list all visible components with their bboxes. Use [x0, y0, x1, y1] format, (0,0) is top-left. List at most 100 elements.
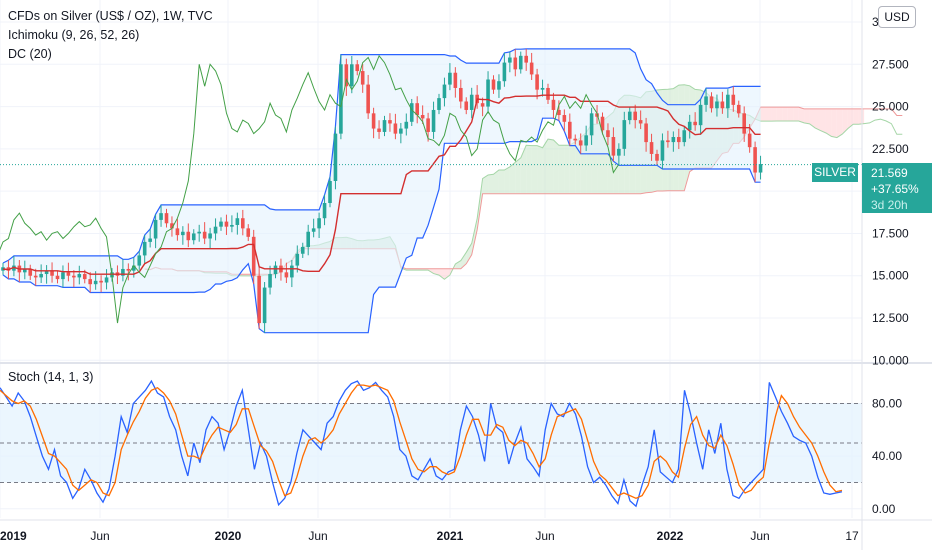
stoch-tick-label-0: 0.00 — [872, 502, 896, 516]
candle-body-11 — [61, 272, 65, 280]
cloud-segment-59 — [466, 243, 472, 264]
cloud-segment-55 — [444, 268, 450, 280]
candle-body-63 — [344, 64, 349, 87]
indicator-lines — [0, 54, 862, 324]
y-tick-label-1: 12.500 — [872, 311, 909, 325]
candle-body-67 — [366, 84, 370, 114]
candle-body-38 — [208, 233, 212, 239]
y-tick-label-6: 25.000 — [872, 100, 909, 114]
cloud-segment-127 — [836, 108, 843, 138]
donchian-lower — [2, 117, 761, 334]
candle-body-53 — [290, 265, 294, 278]
candle-body-6 — [33, 275, 38, 278]
legend-ichimoku: Ichimoku (9, 26, 52, 26) — [8, 28, 140, 42]
candle-body-110 — [600, 116, 605, 131]
cloud-segment-124 — [820, 108, 826, 134]
currency-button[interactable]: USD — [878, 6, 916, 28]
candle-body-45 — [246, 228, 251, 237]
candle-body-94 — [513, 57, 518, 70]
candle-body-102 — [557, 109, 561, 116]
candle-body-56 — [306, 231, 310, 247]
candle-body-76 — [415, 103, 419, 116]
candle-body-77 — [420, 115, 425, 119]
candle-body-71 — [388, 120, 392, 124]
cloud-segment-67 — [509, 162, 516, 194]
candle-body-47 — [257, 275, 261, 324]
candle-body-35 — [191, 233, 196, 241]
cloud-segment-116 — [776, 107, 783, 122]
candle-body-15 — [82, 274, 87, 280]
candle-body-139 — [758, 164, 763, 173]
stoch-tick-label-2: 80.00 — [872, 396, 902, 410]
candle-body-129 — [704, 96, 708, 105]
candle-body-112 — [611, 137, 616, 156]
candle-body-24 — [132, 265, 136, 271]
candle-body-37 — [202, 231, 207, 239]
stochastic-pane — [0, 379, 862, 508]
candle-body-96 — [524, 55, 528, 63]
candle-body-39 — [213, 226, 218, 234]
candle-body-70 — [382, 120, 387, 132]
candle-body-31 — [170, 223, 174, 229]
candle-body-64 — [350, 64, 354, 87]
stoch-legend: Stoch (14, 1, 3) — [8, 368, 93, 387]
candle-body-91 — [497, 81, 501, 90]
candle-body-68 — [371, 113, 376, 129]
cloud-segment-62 — [482, 174, 489, 194]
candle-body-130 — [709, 96, 714, 109]
candle-body-98 — [535, 74, 539, 90]
candle-body-126 — [687, 121, 692, 131]
cloud-segment-54 — [439, 268, 445, 280]
candle-body-97 — [529, 62, 534, 75]
cloud-segment-131 — [858, 108, 865, 125]
candle-body-42 — [230, 224, 234, 227]
candle-body-22 — [121, 268, 125, 276]
candle-body-0 — [1, 267, 5, 271]
stoch-tick-label-1: 40.00 — [872, 449, 902, 463]
candle-body-52 — [284, 272, 289, 278]
candle-body-88 — [480, 103, 485, 107]
candle-body-117 — [638, 120, 643, 124]
cloud-segment-69 — [520, 145, 527, 194]
cloud-segment-123 — [815, 108, 821, 131]
candle-body-49 — [268, 274, 272, 288]
candle-body-100 — [546, 87, 550, 100]
candle-body-19 — [104, 277, 109, 283]
candle-body-85 — [464, 101, 469, 110]
candle-body-75 — [409, 103, 414, 122]
cloud-segment-71 — [531, 145, 538, 194]
candle-body-82 — [448, 72, 452, 85]
candle-body-131 — [715, 101, 719, 109]
candle-body-10 — [55, 275, 60, 280]
candle-body-28 — [153, 219, 158, 239]
cloud-segment-126 — [831, 108, 837, 138]
candle-body-111 — [606, 130, 610, 138]
x-tick-label-6: 2022 — [657, 529, 684, 543]
candle-body-95 — [518, 55, 523, 70]
cloud-segment-120 — [798, 107, 805, 123]
candle-body-114 — [622, 120, 627, 149]
candle-body-65 — [355, 64, 360, 72]
y-tick-label-0: 10.000 — [872, 353, 909, 367]
candle-body-90 — [491, 79, 496, 90]
cloud-segment-65 — [498, 170, 505, 194]
last-price: 21.569 — [871, 166, 908, 180]
candle-body-138 — [753, 147, 757, 173]
candle-body-80 — [437, 98, 441, 110]
candle-body-122 — [666, 140, 670, 143]
candle-body-119 — [649, 142, 654, 154]
candle-body-124 — [677, 137, 681, 143]
cloud-segment-114 — [766, 107, 772, 122]
candle-body-14 — [77, 274, 82, 278]
cloud-segment-57 — [455, 260, 461, 269]
cloud-segment-118 — [787, 107, 794, 122]
candle-body-105 — [573, 138, 578, 141]
candle-body-133 — [726, 94, 730, 109]
candle-body-72 — [393, 123, 398, 134]
y-tick-label-7: 27.500 — [872, 57, 909, 71]
candle-body-103 — [562, 115, 567, 122]
candle-body-43 — [235, 218, 240, 225]
x-tick-label-1: Jun — [90, 529, 109, 543]
candle-body-74 — [404, 121, 409, 129]
